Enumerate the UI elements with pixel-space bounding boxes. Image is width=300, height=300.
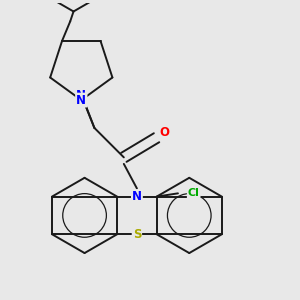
- Text: Cl: Cl: [188, 188, 200, 198]
- Text: N: N: [76, 94, 86, 106]
- Text: N: N: [132, 190, 142, 203]
- Text: N: N: [76, 89, 86, 102]
- Text: S: S: [133, 228, 141, 241]
- Text: O: O: [160, 126, 170, 139]
